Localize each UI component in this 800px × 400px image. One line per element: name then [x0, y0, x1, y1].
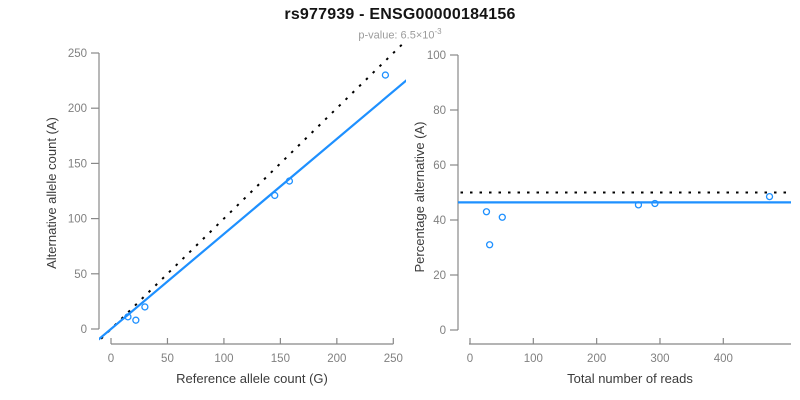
data-point — [381, 71, 390, 79]
y-tick-label: 100 — [427, 50, 446, 62]
x-axis-title: Reference allele count (G) — [176, 371, 328, 386]
data-point — [485, 241, 494, 249]
identity-line — [99, 42, 406, 342]
percentage-alternative-plot: 0 20 40 60 80 100 0 100 200 300 400 Total number of… — [412, 50, 791, 386]
y-axis-title: Alternative allele count (A) — [44, 117, 59, 269]
data-point — [124, 313, 132, 321]
x-tick-label: 50 — [161, 353, 174, 365]
y-axis-title: Percentage alternative (A) — [412, 121, 427, 272]
data-point — [141, 303, 149, 311]
x-tick-label: 100 — [214, 353, 233, 365]
x-tick-label: 100 — [524, 353, 543, 365]
pvalue-text: p-value: 6.5×10 — [358, 29, 435, 42]
x-tick-label: 300 — [650, 353, 669, 365]
y-tick-label: 250 — [68, 48, 87, 60]
data-point — [285, 177, 294, 185]
data-point — [498, 213, 506, 221]
x-axis-title: Total number of reads — [567, 371, 693, 386]
x-tick-label: 400 — [714, 353, 733, 365]
data-point — [482, 208, 491, 216]
data-point — [634, 201, 643, 209]
x-tick-label: 0 — [108, 353, 114, 365]
x-tick-label: 250 — [384, 353, 403, 365]
x-tick-label: 200 — [587, 353, 606, 365]
y-tick-label: 50 — [74, 269, 87, 281]
y-tick-label: 40 — [433, 215, 446, 227]
y-tick-label: 80 — [433, 105, 446, 117]
x-tick-label: 0 — [467, 353, 473, 365]
y-tick-label: 20 — [433, 270, 446, 282]
pvalue-exponent: -3 — [434, 27, 442, 36]
data-point — [651, 199, 659, 208]
figure-title: rs977939 - ENSG00000184156 — [284, 6, 516, 23]
y-tick-label: 200 — [68, 103, 87, 115]
x-tick-label: 150 — [271, 353, 290, 365]
data-point — [271, 191, 279, 200]
data-point — [765, 192, 774, 201]
allele-counts-plot: 0 50 100 150 200 250 0 50 100 150 200 250 Reference … — [44, 42, 406, 386]
figure-subtitle: p-value: 6.5×10-3 — [0, 27, 800, 42]
fit-line — [99, 79, 406, 341]
y-tick-label: 0 — [440, 325, 446, 337]
y-tick-label: 60 — [433, 160, 446, 172]
y-tick-label: 0 — [81, 324, 87, 336]
data-point — [132, 316, 140, 324]
y-tick-label: 150 — [68, 158, 87, 170]
x-tick-label: 200 — [327, 353, 346, 365]
y-tick-label: 100 — [68, 214, 87, 226]
